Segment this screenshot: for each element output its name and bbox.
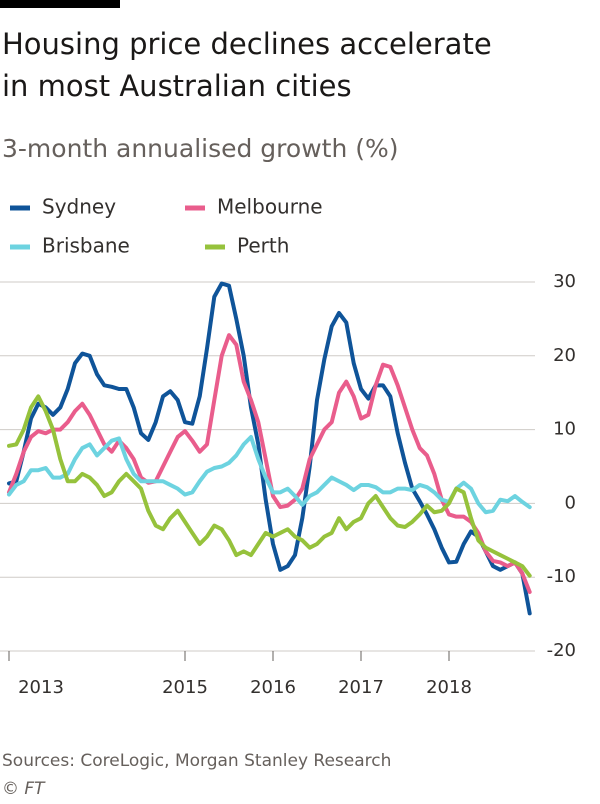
chart-title: Housing price declines accelerate [2, 27, 492, 61]
legend-label: Perth [237, 234, 289, 258]
y-tick-label: 10 [553, 419, 576, 440]
y-tick-label: -10 [547, 566, 576, 587]
y-tick-label: 20 [553, 345, 576, 366]
y-tick-label: -20 [547, 640, 576, 661]
x-tick-label: 2018 [426, 677, 472, 698]
x-tick-label: 2013 [18, 677, 64, 698]
brand-bar [0, 0, 120, 8]
x-tick-label: 2015 [162, 677, 208, 698]
credit: © FT [2, 779, 46, 799]
x-tick-label: 2016 [250, 677, 296, 698]
y-tick-label: 0 [565, 492, 576, 513]
legend-label: Sydney [42, 195, 116, 219]
chart-title: in most Australian cities [2, 69, 352, 103]
series-line [7, 434, 532, 515]
series-line [7, 333, 532, 594]
series-line [7, 394, 532, 578]
x-tick-label: 2017 [338, 677, 384, 698]
series-line [7, 281, 532, 616]
legend-label: Melbourne [217, 195, 323, 219]
source: Sources: CoreLogic, Morgan Stanley Resea… [2, 751, 391, 771]
y-tick-label: 30 [553, 271, 576, 292]
legend-label: Brisbane [42, 234, 130, 258]
chart-subtitle: 3-month annualised growth (%) [2, 134, 399, 163]
